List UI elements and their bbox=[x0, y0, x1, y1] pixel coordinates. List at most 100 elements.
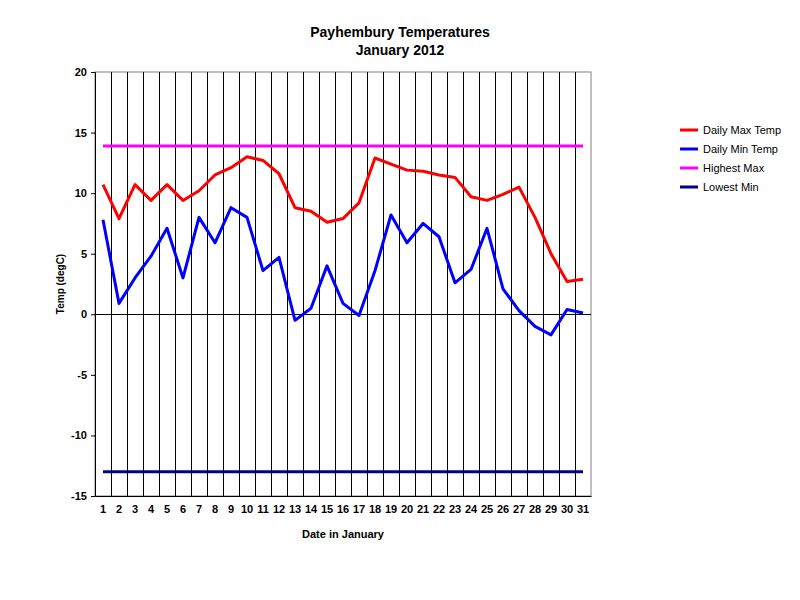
x-tick-label: 1 bbox=[100, 503, 106, 515]
grid-line bbox=[143, 72, 144, 496]
y-tick-label: 0 bbox=[81, 308, 87, 320]
grid-line bbox=[367, 72, 368, 496]
x-tick-label: 16 bbox=[337, 503, 349, 515]
grid-line bbox=[271, 72, 272, 496]
x-tick: 4 bbox=[148, 496, 155, 515]
x-tick: 21 bbox=[417, 496, 429, 515]
x-axis-line bbox=[96, 496, 592, 497]
x-tick-label: 26 bbox=[497, 503, 509, 515]
x-tick: 28 bbox=[529, 496, 541, 515]
chart: -15-10-505101520123456789101112131415161… bbox=[0, 0, 800, 600]
x-tick-label: 3 bbox=[132, 503, 138, 515]
x-tick-label: 23 bbox=[449, 503, 461, 515]
grid-line bbox=[111, 72, 112, 496]
y-tick-mark bbox=[91, 375, 95, 376]
x-tick-label: 29 bbox=[545, 503, 557, 515]
grid-line bbox=[159, 72, 160, 496]
x-tick: 24 bbox=[465, 496, 478, 515]
grid-line bbox=[383, 72, 384, 496]
x-tick-label: 25 bbox=[481, 503, 493, 515]
grid-line bbox=[463, 72, 464, 496]
y-tick: 10 bbox=[75, 187, 95, 199]
x-tick: 23 bbox=[449, 496, 461, 515]
grid bbox=[112, 72, 576, 496]
y-tick-mark bbox=[91, 72, 95, 73]
x-tick-label: 19 bbox=[385, 503, 397, 515]
y-tick-mark bbox=[91, 254, 95, 255]
x-axis: 1234567891011121314151617181920212223242… bbox=[96, 496, 592, 515]
grid-line bbox=[447, 72, 448, 496]
grid-line bbox=[415, 72, 416, 496]
legend-label: Daily Min Temp bbox=[703, 143, 778, 155]
x-tick-label: 27 bbox=[513, 503, 525, 515]
y-tick-label: 15 bbox=[75, 127, 87, 139]
y-tick-mark bbox=[91, 133, 95, 134]
grid-line bbox=[207, 72, 208, 496]
y-tick: 15 bbox=[75, 127, 95, 139]
x-tick: 26 bbox=[497, 496, 509, 515]
x-tick-label: 5 bbox=[164, 503, 170, 515]
y-tick: 0 bbox=[81, 308, 95, 320]
y-tick-label: 5 bbox=[81, 248, 87, 260]
grid-line bbox=[191, 72, 192, 496]
x-tick: 22 bbox=[433, 496, 445, 515]
x-tick: 13 bbox=[289, 496, 301, 515]
x-tick-label: 7 bbox=[196, 503, 202, 515]
legend: Daily Max TempDaily Min TempHighest MaxL… bbox=[680, 124, 781, 193]
x-tick: 17 bbox=[353, 496, 365, 515]
x-tick: 7 bbox=[196, 496, 202, 515]
x-tick-label: 15 bbox=[321, 503, 333, 515]
series-line bbox=[103, 144, 583, 147]
grid-line bbox=[175, 72, 176, 496]
x-axis-title: Date in January bbox=[302, 528, 385, 540]
grid-line bbox=[511, 72, 512, 496]
x-tick: 1 bbox=[100, 496, 106, 515]
x-tick: 14 bbox=[305, 496, 318, 515]
x-tick: 10 bbox=[241, 496, 253, 515]
x-tick-label: 10 bbox=[241, 503, 253, 515]
grid-line bbox=[543, 72, 544, 496]
x-tick-label: 20 bbox=[401, 503, 413, 515]
x-tick: 31 bbox=[577, 496, 589, 515]
y-axis-title: Temp (degC) bbox=[55, 254, 66, 314]
x-tick: 25 bbox=[481, 496, 493, 515]
x-tick-label: 31 bbox=[577, 503, 589, 515]
grid-line bbox=[239, 72, 240, 496]
x-tick-label: 28 bbox=[529, 503, 541, 515]
y-tick-label: -5 bbox=[77, 369, 87, 381]
y-tick: 20 bbox=[75, 66, 95, 78]
grid-line bbox=[575, 72, 576, 496]
legend-label: Highest Max bbox=[703, 162, 765, 174]
x-tick: 11 bbox=[257, 496, 269, 515]
y-tick-label: -10 bbox=[71, 429, 87, 441]
y-tick-mark bbox=[91, 496, 95, 497]
x-tick: 8 bbox=[212, 496, 218, 515]
x-tick: 20 bbox=[401, 496, 413, 515]
plot-frame bbox=[95, 72, 591, 496]
x-tick: 30 bbox=[561, 496, 573, 515]
grid-line bbox=[303, 72, 304, 496]
title: Payhembury Temperatures bbox=[310, 24, 490, 40]
x-tick: 19 bbox=[385, 496, 397, 515]
x-tick: 9 bbox=[228, 496, 234, 515]
y-tick: -10 bbox=[71, 429, 95, 441]
y-tick-label: -15 bbox=[71, 490, 87, 502]
x-tick: 3 bbox=[132, 496, 138, 515]
x-tick-label: 18 bbox=[369, 503, 381, 515]
y-tick: -5 bbox=[77, 369, 95, 381]
legend-swatch bbox=[680, 186, 698, 189]
x-tick: 6 bbox=[180, 496, 186, 515]
series-line bbox=[103, 208, 583, 335]
grid-line bbox=[559, 72, 560, 496]
x-tick-label: 24 bbox=[465, 503, 478, 515]
x-tick-label: 11 bbox=[257, 503, 269, 515]
x-tick: 29 bbox=[545, 496, 557, 515]
legend-swatch bbox=[680, 167, 698, 170]
x-tick: 2 bbox=[116, 496, 122, 515]
x-tick-label: 13 bbox=[289, 503, 301, 515]
x-tick-label: 8 bbox=[212, 503, 218, 515]
grid-line bbox=[479, 72, 480, 496]
x-tick: 12 bbox=[273, 496, 285, 515]
x-tick: 16 bbox=[337, 496, 349, 515]
y-tick-mark bbox=[91, 314, 95, 315]
